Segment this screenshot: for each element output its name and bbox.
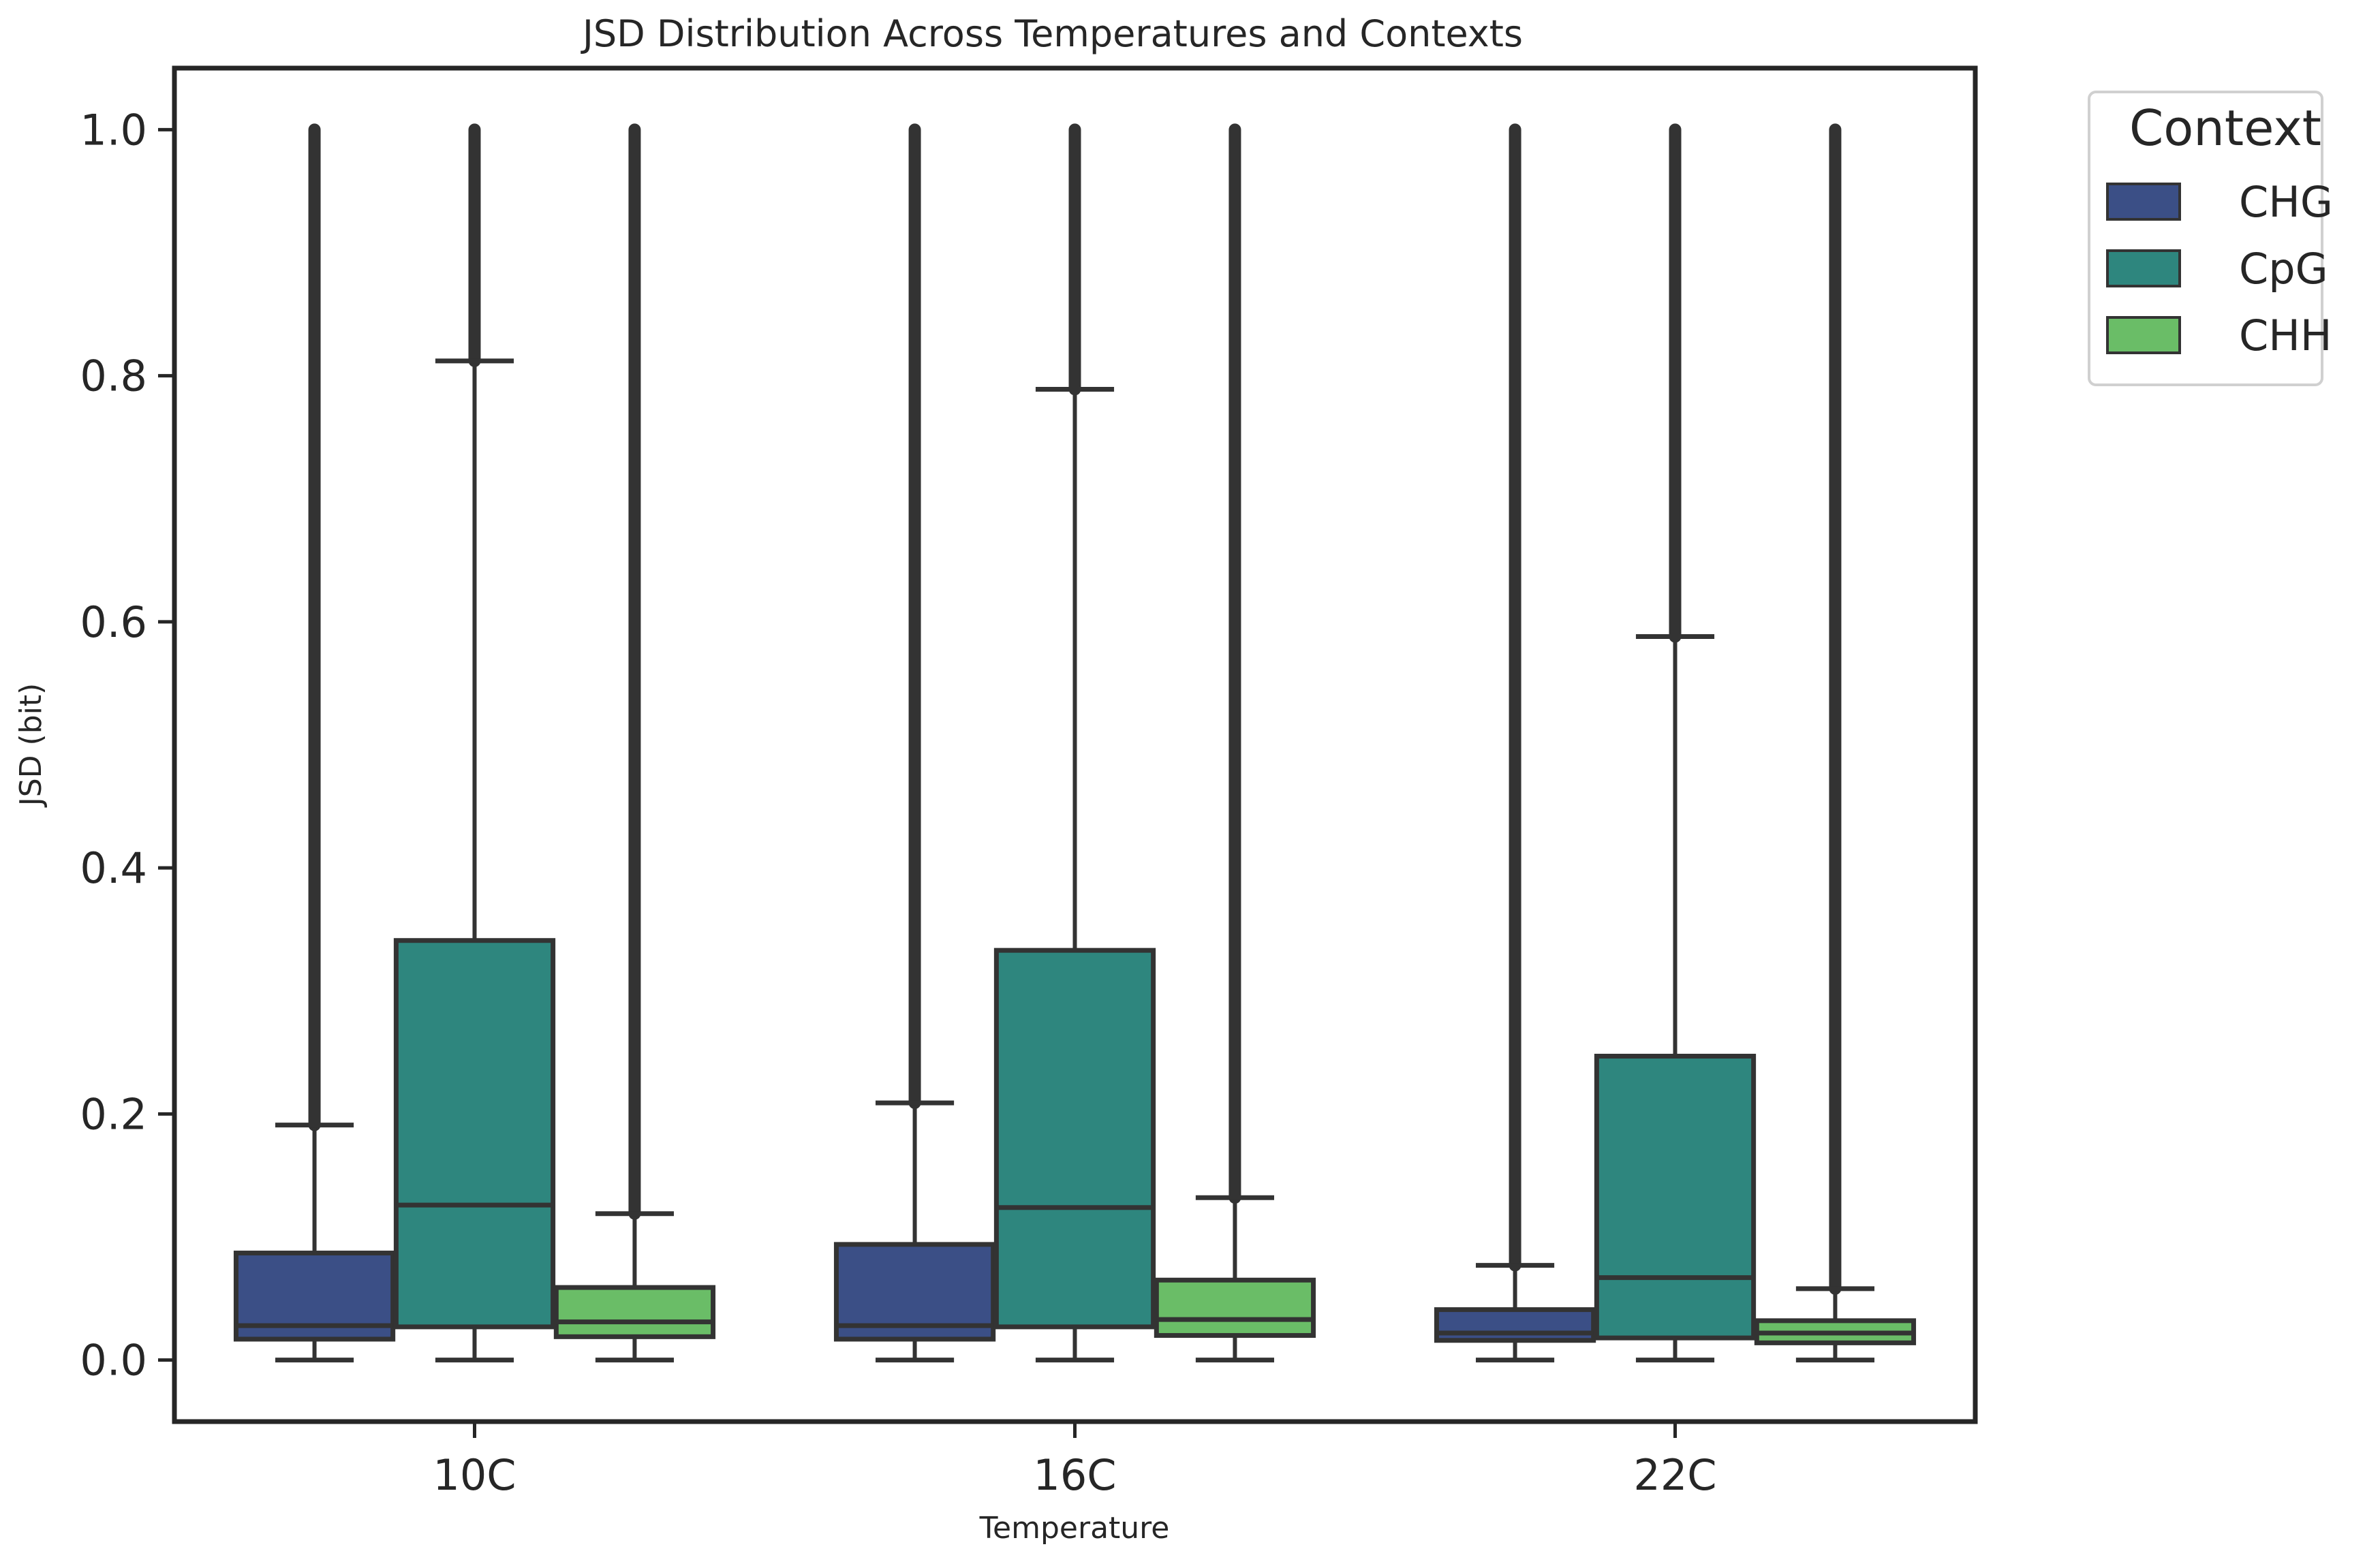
x-axis-label: Temperature [979, 1511, 1170, 1546]
box-CHH-10C [553, 123, 716, 1363]
x-axis: 10C 16C 22C [433, 1422, 1717, 1500]
box-CHG-22C [1434, 123, 1596, 1363]
y-axis: 0.0 0.2 0.4 0.6 0.8 1.0 [80, 105, 174, 1385]
y-axis-label: JSD (bit) [14, 683, 48, 809]
legend-swatch-CHH [2106, 316, 2181, 354]
y-tick-label: 0.0 [80, 1336, 147, 1385]
box-iqr [993, 948, 1156, 1330]
box-CpG-16C [993, 123, 1156, 1363]
legend-label-CpG: CpG [2239, 244, 2328, 294]
legend: Context CHG CpG CHH [2088, 91, 2333, 386]
legend-label-CHH: CHH [2239, 311, 2332, 360]
y-tick-label: 1.0 [80, 105, 147, 155]
box-CHG-10C [233, 123, 396, 1363]
y-tick-label: 0.2 [80, 1089, 147, 1139]
plot-area [233, 123, 1917, 1363]
box-iqr [1434, 1307, 1596, 1343]
legend-title: Context [2129, 99, 2321, 157]
box-CpG-10C [393, 123, 556, 1363]
legend-frame [2088, 91, 2323, 386]
box-CHH-22C [1754, 123, 1917, 1363]
y-tick-label: 0.6 [80, 597, 147, 647]
box-iqr [393, 938, 556, 1330]
box-iqr [1594, 1054, 1757, 1341]
x-tick-label: 16C [1033, 1450, 1116, 1500]
legend-swatch-CpG [2106, 249, 2181, 287]
y-tick-label: 0.8 [80, 351, 147, 401]
x-tick-label: 10C [433, 1450, 516, 1500]
y-tick-label: 0.4 [80, 843, 147, 893]
box-iqr [553, 1285, 716, 1339]
legend-swatch-CHG [2106, 183, 2181, 221]
box-iqr [1154, 1277, 1316, 1338]
box-CpG-22C [1594, 123, 1757, 1363]
chart-title: JSD Distribution Across Temperatures and… [581, 12, 1523, 55]
box-CHG-16C [833, 123, 996, 1363]
legend-label-CHG: CHG [2239, 177, 2333, 227]
box-CHH-16C [1154, 123, 1316, 1363]
x-tick-label: 22C [1633, 1450, 1716, 1500]
